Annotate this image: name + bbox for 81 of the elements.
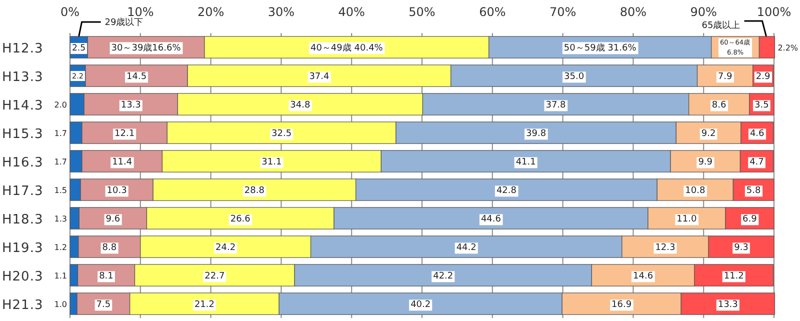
text: 65歳以上 [702,20,740,31]
data-label: 6.9 [742,214,758,225]
data-label: 37.8 [546,100,566,111]
x-tick-label: 0% [60,5,80,19]
data-label: 8.6 [712,100,727,111]
y-tick-label: H19.3 [2,240,44,256]
data-label: 26.6 [230,214,251,225]
x-tick-label: 80% [620,5,647,19]
data-label: 2.9 [756,72,771,82]
data-label: 3.5 [754,100,769,111]
data-label: 12.3 [655,243,676,254]
data-label: 1.1 [54,271,67,280]
data-label: 10.8 [685,186,706,196]
data-label: 8.8 [102,243,117,254]
data-label: 50～59歳 31.6% [564,42,637,54]
data-label: 8.1 [99,272,114,282]
data-label: 7.5 [96,300,111,310]
y-tick-label: H21.3 [2,298,44,313]
data-label: 30～39歳16.6% [111,42,182,54]
data-label: 9.2 [701,129,716,140]
data-label: 2.5 [72,43,86,54]
y-tick-label: H12.3 [2,41,44,56]
data-label: 12.1 [114,129,135,140]
x-tick-label: 60% [479,5,506,19]
text: 29歳以下 [104,17,144,28]
x-tick-label: 20% [197,5,224,19]
x-tick-label: 70% [549,5,576,19]
y-tick-label: H15.3 [2,126,44,142]
data-label: 1.7 [54,157,67,166]
x-tick-label: 10% [127,5,154,19]
y-tick-label: H20.3 [2,269,44,284]
y-tick-label: H18.3 [2,212,44,228]
data-label: 1.3 [54,214,67,224]
data-label: 11.2 [724,272,744,282]
data-label: 44.6 [480,214,502,225]
data-label: 2.2% [778,43,798,52]
data-label: 9.6 [106,214,120,225]
data-label: 7.9 [718,72,732,82]
x-tick-label: 40% [338,5,365,19]
data-label: 14.5 [126,72,147,82]
x-tick-label: 100% [756,5,792,19]
y-tick-label: H13.3 [2,70,44,85]
data-label: 2.0 [54,100,67,110]
data-label: 32.5 [272,129,292,140]
y-tick-label: H14.3 [2,98,44,114]
data-label: 14.6 [633,272,654,282]
data-label: 1.2 [54,242,67,252]
x-tick-label: 90% [690,5,717,19]
data-label: 4.7 [750,158,764,168]
data-label: 22.7 [204,272,225,282]
data-label: 16.9 [612,300,632,310]
x-tick-label: 50% [408,5,436,19]
data-label: 4.6 [750,129,765,140]
data-label: 5.8 [746,186,762,196]
data-label: 28.8 [244,186,265,196]
data-label: 31.1 [262,158,282,168]
data-label: 24.2 [216,243,236,254]
data-label: 9.3 [734,243,748,254]
x-tick-label: 30% [268,5,295,19]
data-label: 42.2 [433,272,454,282]
data-label: 44.2 [456,243,476,254]
data-label: 35.0 [564,72,584,82]
data-label: 21.2 [194,300,214,310]
data-label: 1.5 [54,186,67,195]
data-label: 10.3 [106,186,127,196]
data-label: 42.8 [496,186,517,196]
data-label: 39.8 [526,129,546,140]
data-label: 40.2 [410,300,431,310]
data-label: 11.4 [112,158,132,168]
data-label: 13.3 [120,100,141,111]
y-tick-label: H17.3 [2,184,44,199]
data-label: 13.3 [718,300,738,310]
data-label: 34.8 [290,100,310,111]
data-label: 11.0 [676,214,697,225]
data-label: 41.1 [516,158,536,168]
data-label: 40～49歳 40.4% [310,42,384,54]
data-label: 1.7 [54,128,67,138]
y-tick-label: H16.3 [2,155,44,170]
data-label: 37.4 [309,72,330,82]
data-label: 9.9 [698,158,713,168]
data-label: 1.0 [54,300,67,309]
